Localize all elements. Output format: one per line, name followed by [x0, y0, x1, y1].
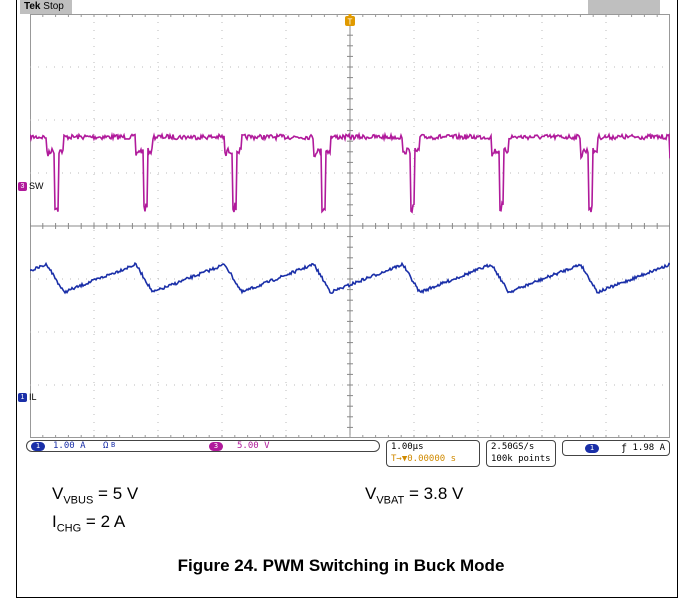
series-sw-trace	[30, 131, 670, 214]
top-bar-right-block	[588, 0, 660, 14]
vbat-symbol: V	[365, 484, 377, 503]
rising-edge-icon: ƒ	[621, 443, 628, 454]
channel-3-label: SW	[29, 181, 44, 191]
scope-top-bar	[20, 0, 660, 14]
ch1-bw-limit: B	[111, 441, 116, 449]
ch1-scale: 1.00 A	[53, 441, 86, 451]
channel-1-label: IL	[29, 392, 37, 402]
ch1-scale-badge: 1	[31, 442, 45, 451]
ichg-symbol: I	[52, 512, 57, 531]
top-bar-left-block	[20, 0, 72, 14]
figure-title: Figure 24. PWM Switching in Buck Mode	[177, 556, 505, 575]
figure-frame	[16, 0, 678, 598]
vbus-subscript: VBUS	[63, 494, 94, 507]
trigger-marker-label: T	[348, 18, 353, 27]
ch3-scale: 5.00 V	[237, 441, 270, 451]
ch3-scale-badge: 3	[209, 442, 223, 451]
trigger-level: 1.98 A	[632, 443, 665, 453]
channel-1-marker: 1 IL	[18, 392, 37, 403]
condition-vbus: VVBUS = 5 V	[52, 484, 138, 506]
timebase: 1.00µs	[391, 442, 424, 452]
scope-plot: T	[30, 14, 670, 438]
waveform-display: T	[30, 14, 670, 438]
channel-3-marker: 3 SW	[18, 181, 44, 192]
condition-ichg: ICHG = 2 A	[52, 512, 125, 534]
trigger-box: 1 ƒ 1.98 A	[562, 440, 670, 456]
ichg-value: = 2 A	[85, 512, 126, 531]
vbus-symbol: V	[52, 484, 64, 503]
sample-rate: 2.50GS/s	[491, 442, 535, 452]
brand-label: Tek	[24, 1, 41, 12]
trigger-source-badge: 1	[585, 444, 599, 453]
trigger-position: T→▼0.00000 s	[391, 454, 457, 464]
scope-status: Tek Stop	[24, 1, 64, 12]
channel-3-badge: 3	[18, 182, 27, 192]
channel-1-badge: 1	[18, 393, 27, 403]
acquisition-box: 2.50GS/s 100k points	[486, 440, 556, 467]
ch1-coupling: Ω	[103, 441, 109, 451]
condition-vbat: VVBAT = 3.8 V	[365, 484, 463, 506]
series-il-trace	[30, 261, 670, 295]
trigger-marker-icon	[345, 16, 355, 26]
timebase-box: 1.00µs T→▼0.00000 s	[386, 440, 480, 467]
vbus-value: = 5 V	[98, 484, 139, 503]
readout-bar: 1 1.00 A Ω B 3 5.00 V 1.00µs T→▼0.00000 …	[26, 440, 670, 468]
ichg-subscript: CHG	[56, 522, 82, 535]
vbat-subscript: VBAT	[376, 494, 405, 507]
acquisition-status: Stop	[43, 1, 64, 12]
vbat-value: = 3.8 V	[409, 484, 464, 503]
vertical-readout-box: 1 1.00 A Ω B 3 5.00 V	[26, 440, 380, 452]
record-length: 100k points	[491, 454, 551, 464]
